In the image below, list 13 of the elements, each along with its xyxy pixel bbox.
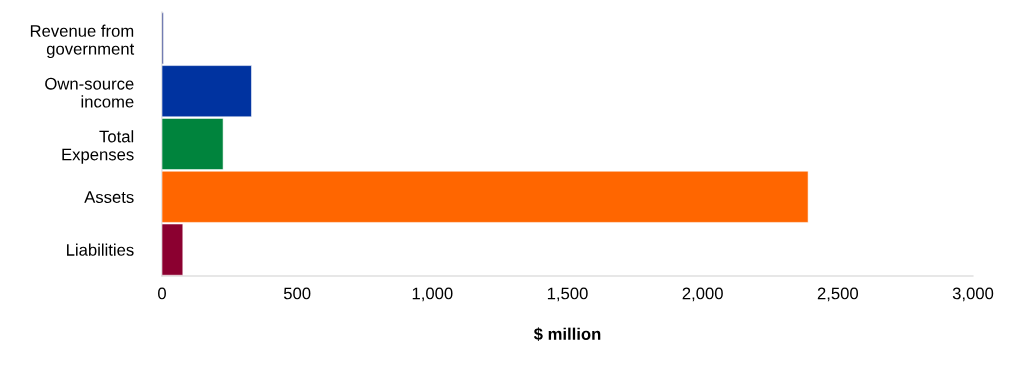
- x-tick-label: 500: [283, 287, 311, 300]
- x-axis-title: $ million: [533, 327, 601, 341]
- y-tick-label: Own-source income: [45, 77, 134, 108]
- y-tick-label: Liabilities: [67, 243, 134, 256]
- x-tick-label: 3,000: [952, 287, 994, 302]
- y-tick-label: Assets: [84, 191, 134, 203]
- x-tick-label: 1,000: [412, 287, 453, 302]
- x-tick-label: 2,500: [817, 287, 859, 302]
- x-tick-label: 0: [158, 287, 166, 300]
- y-tick-label: Revenue from government: [30, 24, 135, 59]
- x-tick-label: 1,500: [547, 287, 588, 302]
- y-tick-label: Total Expenses: [62, 130, 134, 164]
- x-tick-label: 2,000: [682, 287, 723, 302]
